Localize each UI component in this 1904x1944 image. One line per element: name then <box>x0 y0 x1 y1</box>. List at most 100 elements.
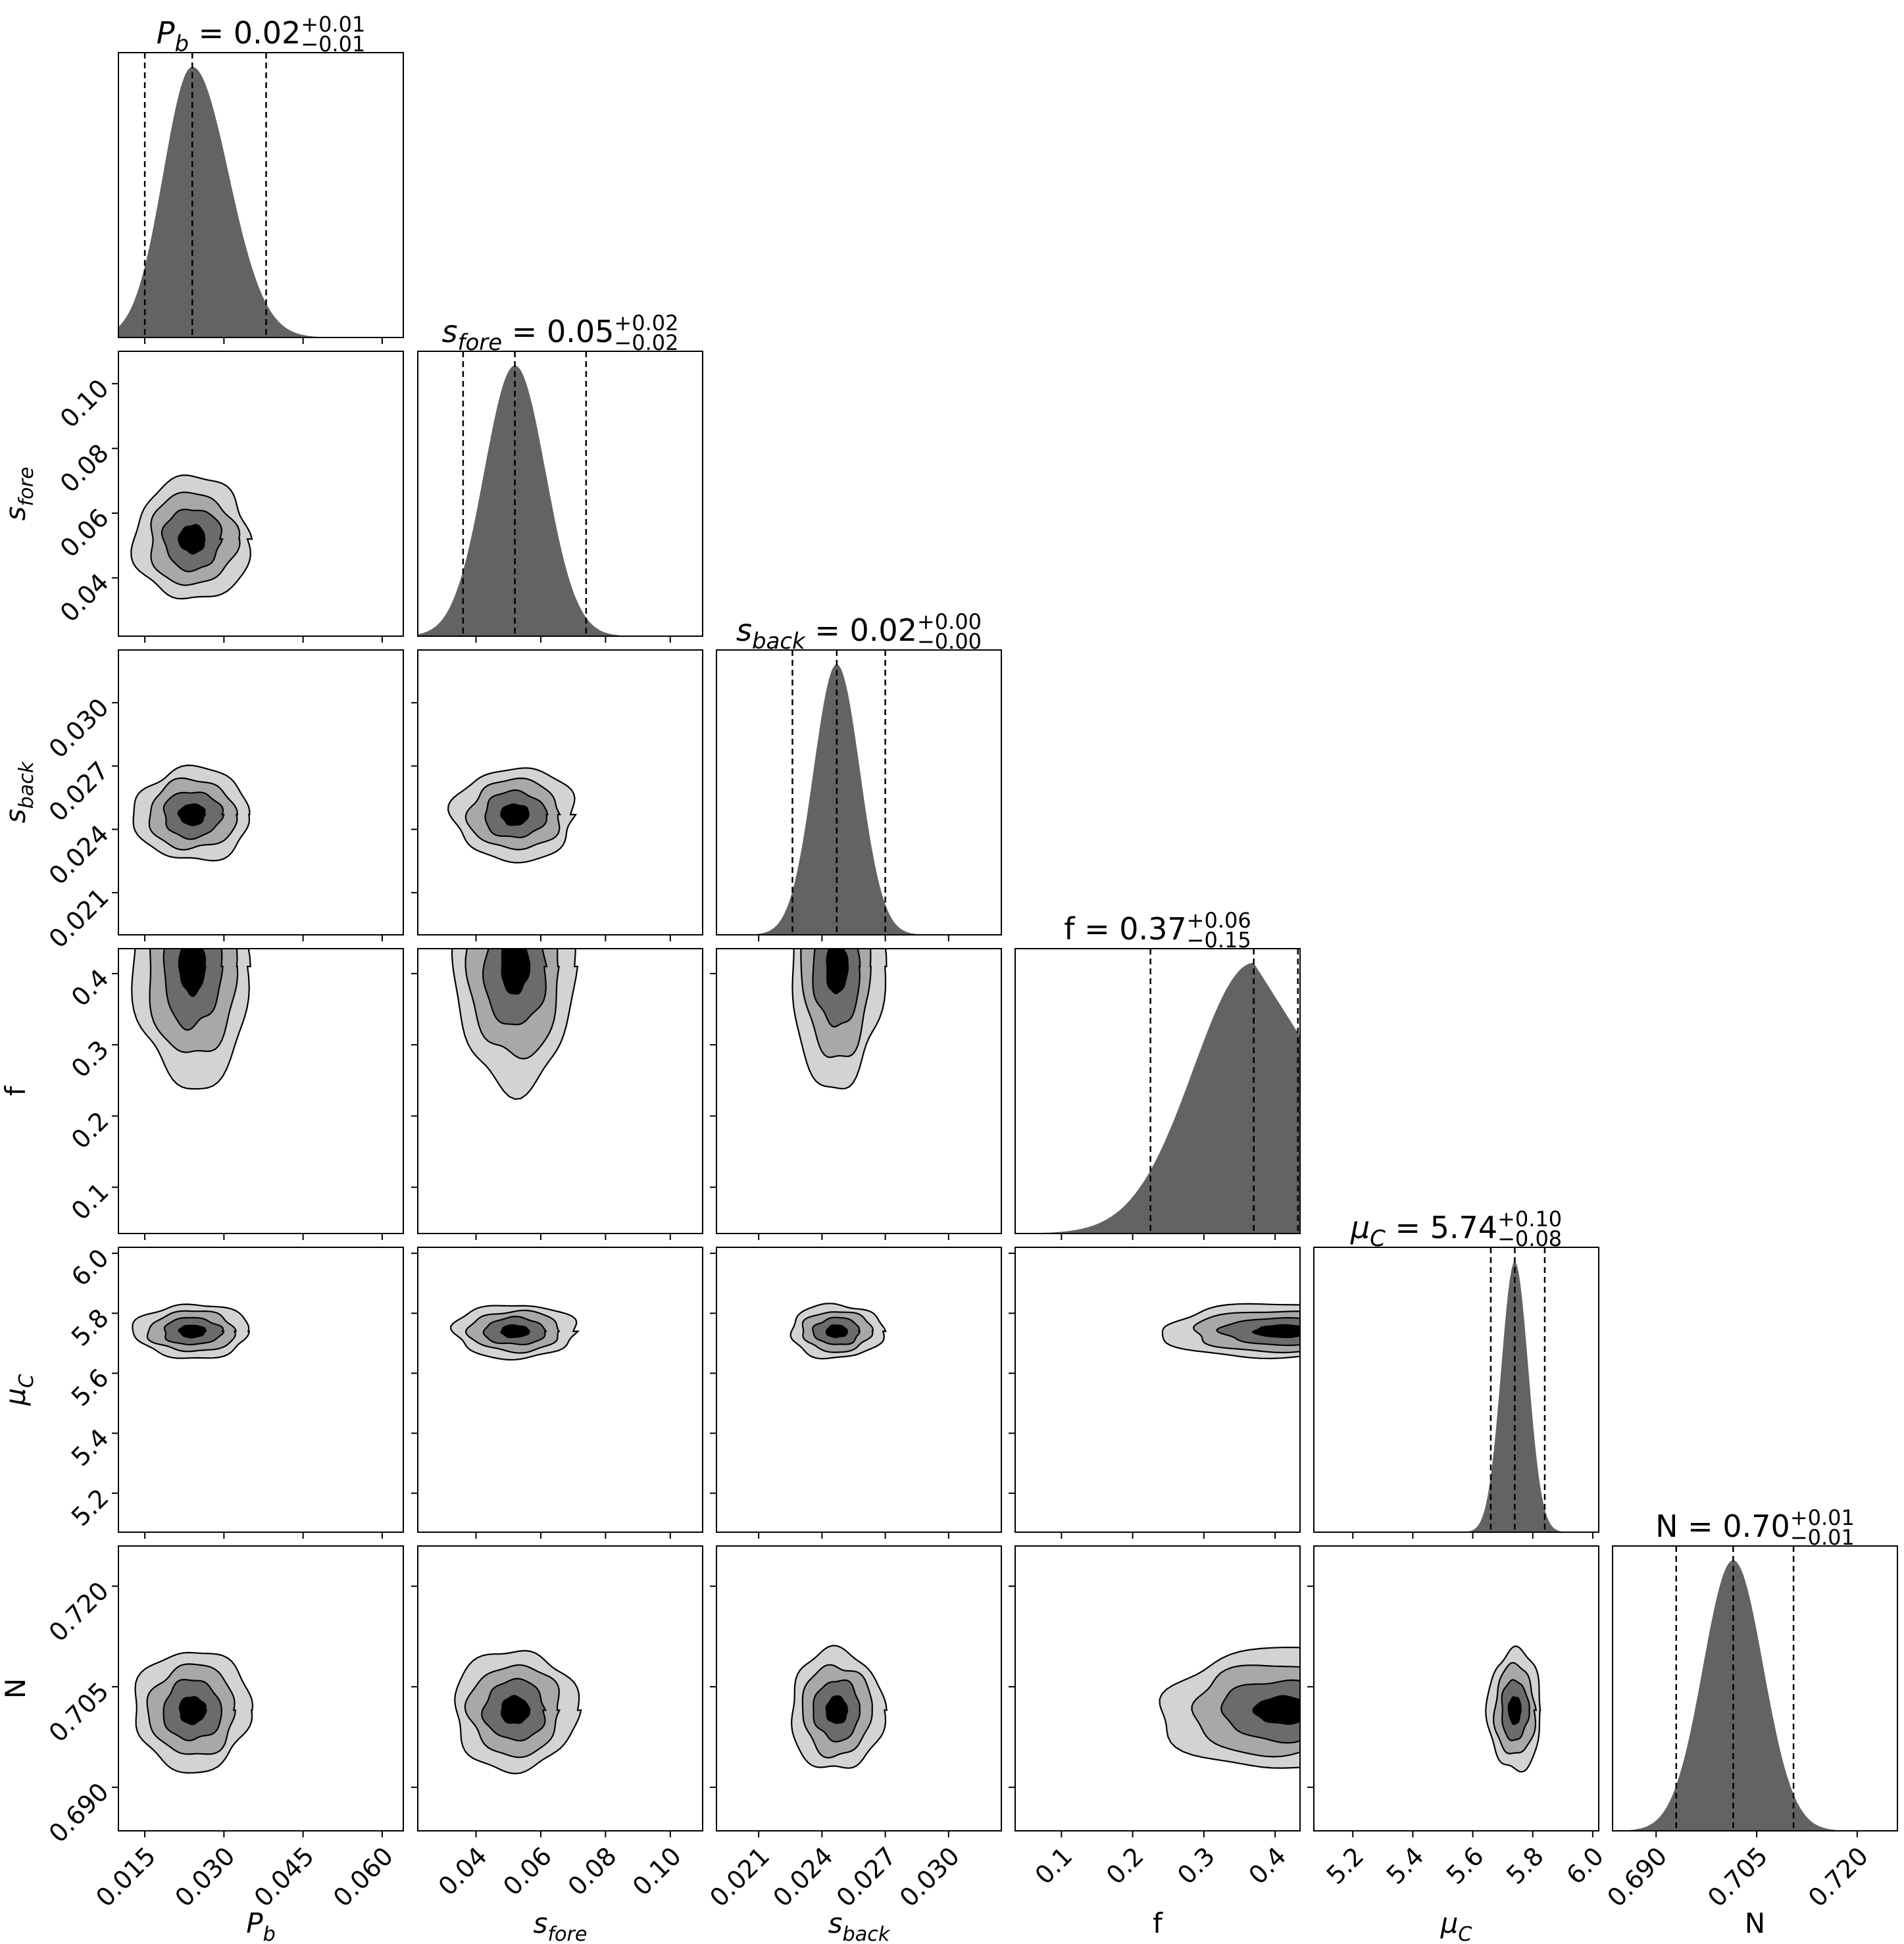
label-subscript: back <box>843 1923 891 1944</box>
panel-frame <box>1612 1545 1898 1832</box>
title-value: 0.70 <box>1722 1508 1790 1544</box>
x-tick-label: 0.024 <box>767 1841 838 1912</box>
y-tick-label: 0.030 <box>43 693 114 764</box>
panel-frame <box>118 649 404 935</box>
contour-level-4 <box>825 1695 849 1724</box>
contour-panel-sfore-f <box>411 948 703 1240</box>
contour-panel-sback-f <box>710 948 1002 1240</box>
hist-panel-sfore: sfore = 0.05+0.02−0.02 <box>417 311 703 643</box>
panel-title-Pb: Pb = 0.02+0.01 <box>157 12 366 57</box>
y-tick-label: 5.6 <box>66 1363 114 1412</box>
y-axis-label-N: N <box>0 1678 32 1699</box>
panel-frame <box>716 948 1002 1234</box>
y-tick-label: 5.2 <box>66 1483 114 1532</box>
label-main: N <box>0 1678 32 1699</box>
x-tick-label: 0.2 <box>1101 1841 1149 1890</box>
y-axis-label-muC: μC <box>0 1374 38 1407</box>
contour-fills <box>132 1303 251 1359</box>
title-plus-error: +0.01 <box>1790 1505 1855 1530</box>
hist-panel-Pb: Pb = 0.02+0.01−0.01 <box>118 12 404 344</box>
label-subscript: b <box>263 1923 276 1944</box>
label-subscript: fore <box>547 1923 587 1944</box>
contour-panel-sback-N <box>710 1545 1002 1837</box>
contour-fills <box>449 1305 580 1361</box>
y-tick-label: 5.8 <box>66 1303 114 1352</box>
x-tick-label: 0.06 <box>497 1841 557 1901</box>
label-main: μ <box>1440 1907 1459 1939</box>
panel-frame <box>417 948 703 1234</box>
panel-frame <box>1313 1247 1599 1533</box>
panel-frame <box>716 649 1002 935</box>
panel-frame <box>1015 948 1301 1234</box>
contour-panel-sfore-sback <box>411 649 703 941</box>
title-plus-error: +0.06 <box>1187 908 1251 933</box>
y-tick-label: 0.06 <box>55 503 114 563</box>
title-symbol: μ <box>1350 1210 1370 1245</box>
contour-fills <box>451 949 579 1100</box>
panel-frame <box>118 351 404 637</box>
title-symbol: P <box>157 15 175 51</box>
contour-level-4 <box>500 1324 531 1339</box>
y-tick-label: 0.705 <box>43 1677 114 1748</box>
panel-frame <box>417 649 703 935</box>
contour-panel-sback-muC <box>710 1247 1002 1539</box>
y-tick-label: 5.4 <box>66 1423 114 1472</box>
title-equals: = <box>1678 1508 1723 1544</box>
contour-panel-Pb-f <box>112 948 404 1240</box>
title-symbol: N <box>1655 1508 1678 1544</box>
label-main: N <box>1745 1907 1765 1939</box>
y-tick-label: 0.4 <box>66 964 114 1012</box>
histogram-sfore <box>418 365 703 636</box>
contour-fills <box>791 949 888 1089</box>
contour-level-4 <box>178 1696 207 1726</box>
title-value: 0.02 <box>234 15 301 51</box>
histogram-muC <box>1314 1261 1599 1532</box>
x-tick-label: 6.0 <box>1561 1841 1609 1890</box>
x-tick-label: 0.4 <box>1243 1841 1291 1890</box>
label-main: s <box>828 1907 843 1939</box>
x-tick-label: 0.3 <box>1172 1841 1220 1890</box>
contour-fills <box>1485 1645 1541 1773</box>
histogram-f <box>1015 962 1300 1234</box>
title-equals: = <box>502 314 547 349</box>
x-tick-label: 0.705 <box>1702 1841 1773 1912</box>
contour-panel-f-muC <box>1009 1247 1301 1539</box>
contour-fills <box>791 1645 888 1769</box>
label-main: μ <box>0 1388 32 1407</box>
title-plus-error: +0.10 <box>1497 1207 1562 1232</box>
y-axis-label-sfore: sfore <box>0 466 38 520</box>
x-tick-label: 5.2 <box>1321 1841 1370 1890</box>
x-tick-label: 0.045 <box>249 1841 320 1912</box>
label-subscript: fore <box>15 466 38 506</box>
x-axis-label-N: N <box>1745 1907 1765 1939</box>
y-tick-label: 0.027 <box>43 756 114 827</box>
title-equals: = <box>1074 911 1119 947</box>
histogram-N <box>1613 1560 1897 1831</box>
contour-panel-Pb-sfore <box>112 351 404 643</box>
panel-title-muC: μC = 5.74+0.10 <box>1350 1207 1562 1252</box>
hist-panel-N: N = 0.70+0.01−0.01 <box>1612 1505 1898 1837</box>
panel-frame <box>118 1247 404 1533</box>
x-tick-label: 5.8 <box>1501 1841 1549 1890</box>
contour-panel-muC-N <box>1307 1545 1599 1837</box>
x-axis-label-Pb: Pb <box>246 1907 276 1944</box>
histogram-sback <box>716 664 1001 935</box>
label-main: f <box>0 1085 32 1096</box>
contour-panel-Pb-muC <box>112 1247 404 1539</box>
panel-frame <box>118 52 404 338</box>
title-plus-error: +0.01 <box>301 12 365 37</box>
contour-panel-Pb-N <box>112 1545 404 1837</box>
x-tick-label: 0.08 <box>563 1841 622 1901</box>
label-main: s <box>0 507 32 521</box>
title-plus-error: +0.02 <box>614 311 678 336</box>
contour-level-4 <box>178 1324 208 1339</box>
contour-level-4 <box>501 949 531 995</box>
contour-level-4 <box>1252 1324 1300 1339</box>
x-tick-label: 0.10 <box>627 1841 687 1901</box>
contour-panel-Pb-sback <box>112 649 404 941</box>
y-tick-label: 0.024 <box>43 819 114 890</box>
contour-fills <box>1159 1646 1300 1769</box>
hist-panel-f: f = 0.37+0.06−0.15 <box>1015 908 1301 1240</box>
